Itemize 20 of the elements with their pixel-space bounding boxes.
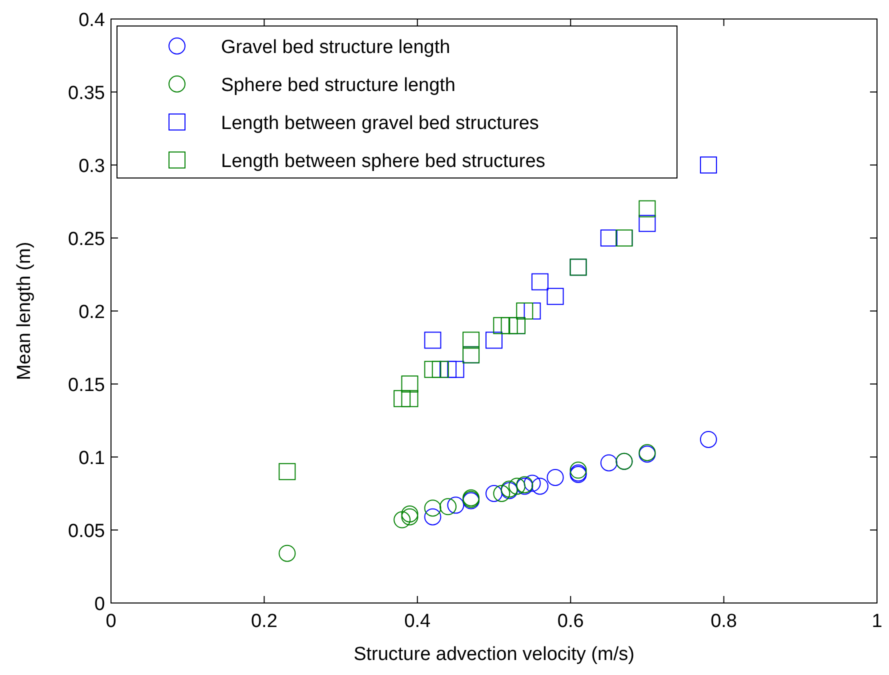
y-tick-label: 0.1 xyxy=(78,448,105,469)
legend-label: Gravel bed structure length xyxy=(221,37,450,58)
x-tick-label: 0.4 xyxy=(404,611,432,632)
x-tick-label: 0.6 xyxy=(557,611,584,632)
y-tick-label: 0.2 xyxy=(78,302,105,323)
y-tick-label: 0.3 xyxy=(78,156,105,177)
y-axis-title: Mean length (m) xyxy=(14,242,35,380)
y-tick-label: 0.35 xyxy=(68,83,105,104)
x-axis-title: Structure advection velocity (m/s) xyxy=(354,644,634,665)
x-tick-label: 0.2 xyxy=(250,611,278,632)
legend-label: Length between sphere bed structures xyxy=(221,151,546,172)
x-tick-label: 0.8 xyxy=(710,611,738,632)
legend-label: Sphere bed structure length xyxy=(221,75,456,96)
legend-label: Length between gravel bed structures xyxy=(221,113,539,134)
y-tick-label: 0 xyxy=(94,594,105,615)
y-tick-label: 0.25 xyxy=(68,229,105,250)
y-tick-label: 0.05 xyxy=(68,521,105,542)
x-tick-label: 1 xyxy=(872,611,882,632)
y-tick-label: 0.15 xyxy=(68,375,105,396)
y-tick-label: 0.4 xyxy=(78,10,106,31)
